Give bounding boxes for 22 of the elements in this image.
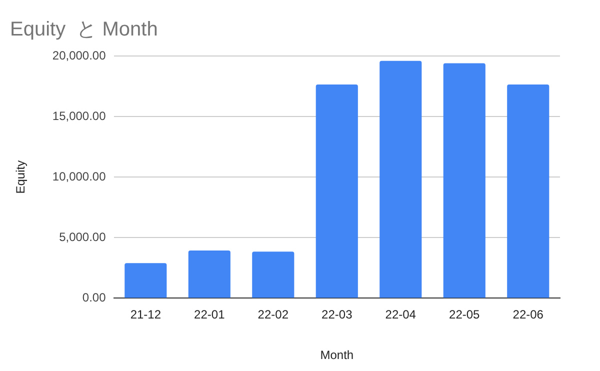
y-tick-label: 20,000.00: [52, 48, 106, 62]
bar: [507, 84, 550, 298]
bar: [252, 252, 294, 298]
bar: [188, 250, 230, 298]
bar: [124, 263, 167, 298]
x-tick-label: 22-03: [322, 308, 353, 322]
bar: [380, 60, 422, 298]
bar: [316, 84, 358, 298]
x-tick-label: 22-02: [258, 308, 289, 322]
y-tick-label: 10,000.00: [52, 169, 106, 184]
x-tick-label: 22-01: [194, 308, 226, 322]
x-tick-label: 22-06: [512, 308, 544, 322]
x-axis-title: Month: [320, 348, 354, 362]
chart-title: Equity と Month: [10, 18, 158, 41]
y-tick-label: 0.00: [82, 290, 106, 305]
x-tick-label: 22-04: [385, 308, 416, 322]
y-tick-label: 15,000.00: [52, 108, 106, 123]
y-axis-title: Equity: [14, 160, 28, 194]
bar: [443, 63, 486, 298]
y-tick-label: 5,000.00: [59, 230, 106, 244]
x-tick-label: 21-12: [130, 308, 162, 322]
x-tick-label: 22-05: [449, 308, 480, 322]
